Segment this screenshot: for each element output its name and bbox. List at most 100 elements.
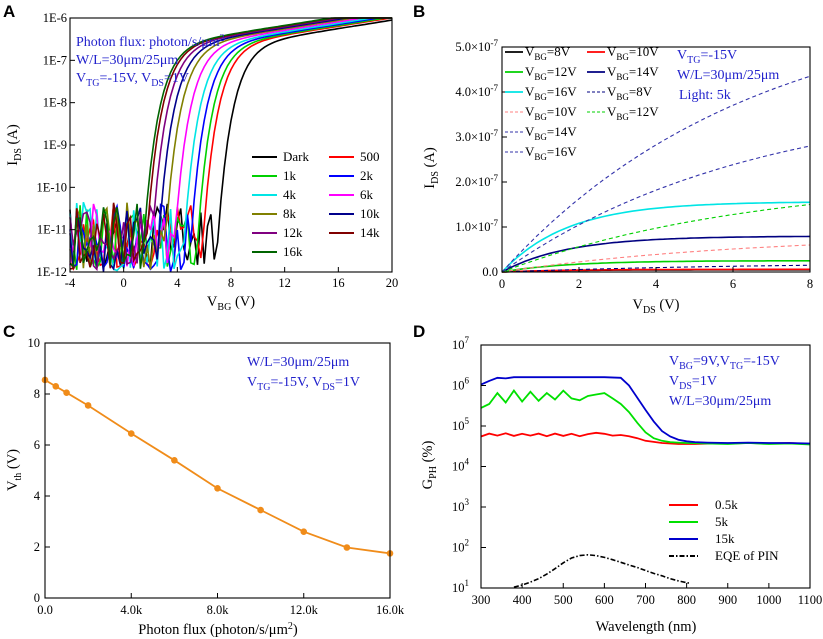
panel-d-ytick-exponent: 5 bbox=[465, 416, 470, 426]
panel-b-legend-sub: BG bbox=[534, 92, 547, 102]
panel-d-xtick-label: 300 bbox=[472, 593, 491, 607]
panel-c-note-wl: W/L=30μm/25μm bbox=[247, 355, 349, 370]
panel-d-ytick-label: 102 bbox=[452, 538, 469, 555]
panel-a-curve-4k bbox=[69, 17, 392, 272]
panel-b-legend-label: VBG=16V bbox=[525, 144, 577, 162]
panel-a-xtick-label: 8 bbox=[228, 276, 234, 290]
panel-a-legend-label: 1k bbox=[283, 168, 297, 183]
panel-b-ytick-exponent: -7 bbox=[491, 83, 499, 93]
panel-b-xtick-label: 4 bbox=[653, 277, 660, 291]
panel-b-legend-label: VBG=10V bbox=[525, 104, 577, 122]
panel-b-letter: B bbox=[413, 2, 425, 21]
panel-b-legend-label: VBG=12V bbox=[607, 104, 659, 122]
panel-c-ylabel: Vth (V) bbox=[5, 449, 24, 491]
panel-d-ytick-base: 10 bbox=[452, 338, 465, 352]
panel-b-legend-val: =10V bbox=[629, 44, 659, 59]
panel-b-legend-var: V bbox=[607, 104, 617, 119]
panel-b-ytick-mantissa: 5.0×10 bbox=[455, 40, 490, 54]
panel-c-ytick-label: 6 bbox=[34, 438, 40, 452]
panel-c-point bbox=[52, 383, 60, 390]
panel-a-legend-label: 4k bbox=[283, 187, 297, 202]
panel-d-ytick-exponent: 2 bbox=[465, 538, 470, 548]
panel-d-xtick-label: 1100 bbox=[798, 593, 823, 607]
panel-c-point bbox=[127, 430, 135, 437]
panel-b-ytick-exponent: -7 bbox=[491, 218, 499, 228]
panel-b-ytick-exponent: -7 bbox=[491, 38, 499, 48]
panel-d-ytick-label: 105 bbox=[452, 416, 470, 433]
panel-a-xtick-label: 12 bbox=[278, 276, 291, 290]
panel-d-ytick-base: 10 bbox=[452, 460, 465, 474]
panel-b-legend-var: V bbox=[607, 64, 617, 79]
panel-d-ytick-base: 10 bbox=[452, 500, 465, 514]
panel-d-curve-5k bbox=[480, 389, 811, 446]
panel-a-legend-label: 16k bbox=[283, 244, 303, 259]
panel-b-ytick-mantissa: 2.0×10 bbox=[455, 175, 490, 189]
panel-b-legend-val: =16V bbox=[547, 144, 577, 159]
panel-b-ytick-exponent: -7 bbox=[491, 128, 499, 138]
panel-a-legend-label: 10k bbox=[360, 206, 380, 221]
panel-b-curve-solid-12V bbox=[501, 260, 810, 273]
panel-b-legend-sub: BG bbox=[616, 72, 629, 82]
panel-b-legend-label: VBG=12V bbox=[525, 64, 577, 82]
panel-a-ytick-label: 1E-10 bbox=[36, 180, 67, 194]
panel-a-ytick-label: 1E-12 bbox=[36, 265, 67, 279]
panel-d: D 300 400 500 600 700 800 900 1000 1100101102103… bbox=[413, 322, 822, 635]
panel-a-legend-label: 14k bbox=[360, 225, 380, 240]
panel-d-xlabel: Wavelength (nm) bbox=[596, 619, 697, 635]
panel-c-point bbox=[343, 544, 351, 551]
panel-a-xtick-label: 0 bbox=[121, 276, 127, 290]
panel-d-curve-15k bbox=[480, 376, 811, 445]
panel-b-ytick-mantissa: 4.0×10 bbox=[455, 85, 490, 99]
panel-c-xtick-label: 8.0k bbox=[207, 603, 230, 617]
panel-d-note-vds: VDS=1V bbox=[669, 374, 717, 392]
panel-a-legend-label: Dark bbox=[283, 149, 309, 164]
panel-b-ytick-label: 3.0×10-7 bbox=[455, 128, 498, 144]
panel-b-legend-val: =16V bbox=[547, 84, 577, 99]
panel-b-legend-var: V bbox=[525, 84, 535, 99]
panel-d-letter: D bbox=[413, 322, 425, 341]
panel-a-ytick-label: 1E-9 bbox=[43, 138, 67, 152]
panel-d-ytick-label: 106 bbox=[452, 376, 470, 393]
panel-b-legend-var: V bbox=[525, 124, 535, 139]
panel-b-legend-val: =14V bbox=[547, 124, 577, 139]
panel-d-ytick-exponent: 1 bbox=[465, 578, 470, 588]
panel-b-xtick-label: 0 bbox=[499, 277, 505, 291]
panel-b-ytick-mantissa: 1.0×10 bbox=[455, 220, 490, 234]
panel-b-legend-sub: BG bbox=[534, 112, 547, 122]
panel-c-line bbox=[44, 379, 391, 555]
panel-d-xtick-label: 500 bbox=[554, 593, 573, 607]
panel-b-curve-solid-14V bbox=[501, 235, 811, 273]
panel-d-ytick-label: 104 bbox=[452, 457, 470, 474]
panel-d-note-wl: W/L=30μm/25μm bbox=[669, 394, 771, 409]
panel-b-curve-solid-16V bbox=[501, 201, 810, 273]
panel-b-curve-dashed-16V bbox=[501, 75, 811, 273]
panel-d-ytick-exponent: 3 bbox=[465, 497, 470, 507]
panel-c-point bbox=[214, 485, 221, 492]
panel-b-legend-label: VBG=14V bbox=[607, 64, 659, 82]
panel-a-xtick-label: -4 bbox=[65, 276, 76, 290]
panel-a-xtick-label: 20 bbox=[386, 276, 399, 290]
panel-c-xlabel: Photon flux (photon/s/μm2) bbox=[138, 621, 298, 638]
panel-b-legend-sub: BG bbox=[616, 52, 629, 62]
panel-c-point bbox=[84, 402, 92, 409]
panel-c-ytick-label: 4 bbox=[34, 489, 41, 503]
panel-c-point bbox=[300, 528, 308, 535]
panel-d-note-bias: VBG=9V,VTG=-15V bbox=[669, 354, 780, 372]
panel-d-legend-label: 15k bbox=[715, 531, 735, 546]
panel-a: A -4 0 4 8 12 16 20 1E-12 1E-11 1E-10 1E-9 1E-8 1E-7… bbox=[3, 2, 398, 313]
panel-d-ytick-label: 107 bbox=[452, 335, 470, 352]
panel-a-xtick-label: 16 bbox=[332, 276, 345, 290]
panel-d-ytick-label: 103 bbox=[452, 497, 470, 514]
panel-d-legend-label: 0.5k bbox=[715, 497, 738, 512]
panel-a-xlabel: VBG (V) bbox=[207, 294, 255, 313]
panel-b-legend-sub: BG bbox=[534, 52, 547, 62]
panel-b-legend-label: VBG=8V bbox=[525, 44, 571, 62]
panel-c-point bbox=[171, 457, 178, 464]
panel-b-ytick-mantissa: 3.0×10 bbox=[455, 130, 490, 144]
panel-b-ytick-label: 0.0 bbox=[482, 265, 498, 279]
panel-b: B 0 2 4 6 80.01.0×10-72.0×10-73.0×10-74.0×10… bbox=[413, 2, 813, 316]
panel-b-ytick-exponent: -7 bbox=[491, 173, 499, 183]
panel-b-legend-sub: BG bbox=[534, 132, 547, 142]
panel-b-note-wl: W/L=30μm/25μm bbox=[677, 68, 779, 83]
